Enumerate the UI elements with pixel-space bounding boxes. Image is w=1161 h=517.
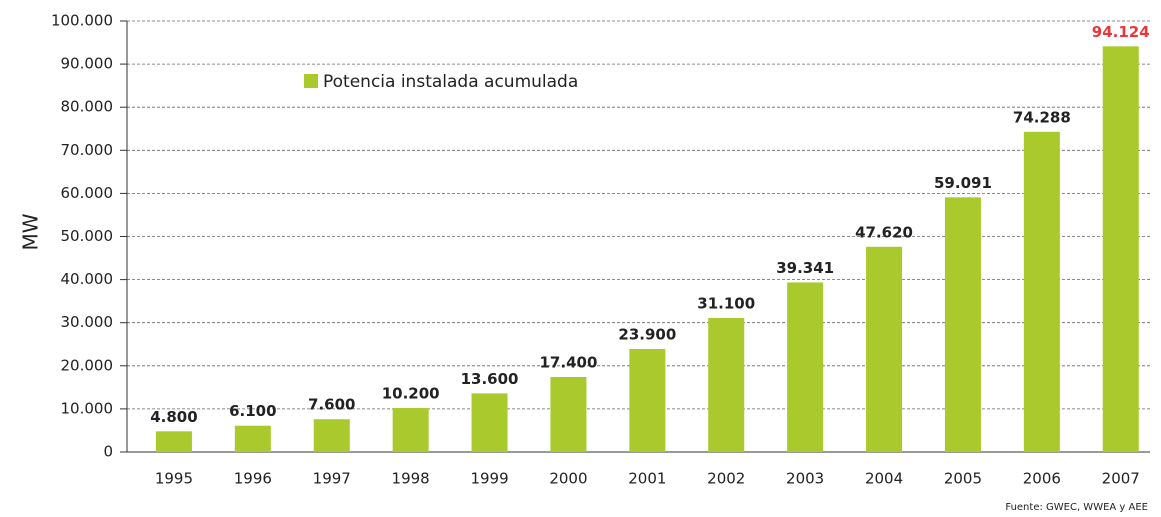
bar — [234, 425, 271, 452]
bar — [155, 431, 192, 452]
x-tick-label: 2004 — [865, 470, 903, 488]
value-label: 94.124 — [1092, 23, 1150, 41]
y-tick-label: 30.000 — [61, 313, 114, 331]
x-tick-label: 2006 — [1023, 470, 1061, 488]
y-tick-label: 70.000 — [61, 141, 114, 159]
x-tick-label: 2003 — [786, 470, 824, 488]
y-tick-label: 90.000 — [61, 55, 114, 73]
y-tick-label: 50.000 — [61, 227, 114, 245]
bar — [944, 197, 981, 452]
bar — [392, 408, 429, 452]
y-tick-label: 20.000 — [61, 356, 114, 374]
y-axis-label: MW — [19, 213, 43, 250]
x-tick-label: 2000 — [549, 470, 587, 488]
value-label: 13.600 — [461, 370, 519, 388]
y-tick-label: 80.000 — [61, 98, 114, 116]
y-tick-label: 40.000 — [61, 270, 114, 288]
value-label: 59.091 — [934, 174, 992, 192]
value-label: 17.400 — [540, 354, 598, 372]
bar — [313, 419, 350, 452]
x-tick-label: 1995 — [155, 470, 193, 488]
bar — [1023, 131, 1060, 452]
x-tick-label: 1996 — [234, 470, 272, 488]
x-tick-label: 1997 — [313, 470, 351, 488]
legend-swatch — [304, 74, 318, 88]
y-tick-label: 60.000 — [61, 184, 114, 202]
source: Fuente: GWEC, WWEA y AEE — [1005, 502, 1148, 513]
y-tick-label: 100.000 — [51, 12, 113, 30]
x-tick-label: 1998 — [392, 470, 430, 488]
legend-label: Potencia instalada acumulada — [323, 72, 578, 92]
x-tick-label: 2002 — [707, 470, 745, 488]
x-tick-label: 2001 — [628, 470, 666, 488]
value-label: 23.900 — [618, 325, 676, 343]
value-label: 31.100 — [697, 294, 755, 312]
bar — [1102, 46, 1139, 452]
bar — [471, 393, 508, 452]
value-label: 39.341 — [776, 259, 834, 277]
x-tick-label: 2007 — [1102, 470, 1140, 488]
bar — [787, 282, 824, 452]
bar — [550, 377, 587, 452]
value-label: 7.600 — [308, 396, 355, 414]
x-tick-label: 2005 — [944, 470, 982, 488]
value-label: 6.100 — [229, 402, 276, 420]
bar — [866, 246, 903, 452]
value-label: 47.620 — [855, 223, 913, 241]
y-tick-label: 0 — [103, 443, 113, 461]
bar — [629, 348, 666, 452]
bar — [708, 317, 745, 452]
x-tick-label: 1999 — [470, 470, 508, 488]
value-label: 74.288 — [1013, 108, 1071, 126]
value-label: 4.800 — [150, 408, 197, 426]
value-label: 10.200 — [382, 385, 440, 403]
y-tick-label: 10.000 — [61, 399, 114, 417]
